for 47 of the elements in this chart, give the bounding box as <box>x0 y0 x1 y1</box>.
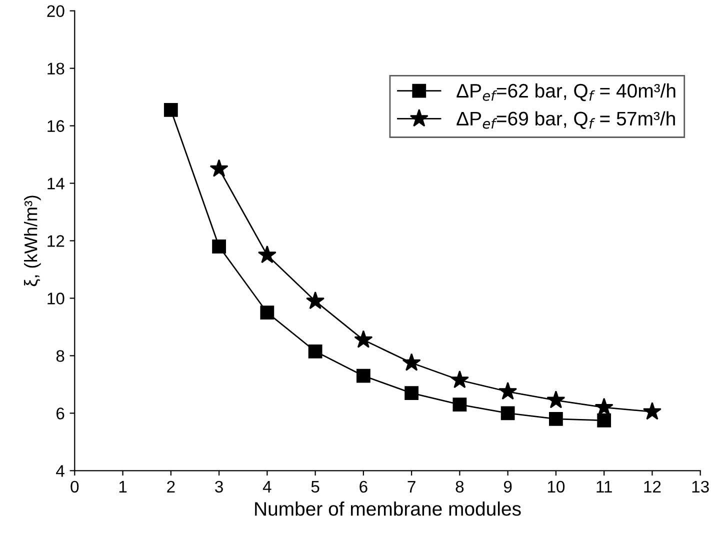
point <box>452 398 467 412</box>
x-tick-label: 10 <box>548 480 565 493</box>
y-tick-label: 20 <box>47 5 64 18</box>
point <box>212 240 226 254</box>
point <box>546 390 566 408</box>
point <box>164 103 178 117</box>
point <box>258 245 276 264</box>
x-axis-title: Number of membrane modules <box>255 501 521 516</box>
x-tick-label: 8 <box>456 480 464 493</box>
point <box>404 386 419 400</box>
x-tick-label: 5 <box>311 481 320 493</box>
x-tick-label: 7 <box>408 481 416 492</box>
point <box>308 344 322 358</box>
point <box>306 291 325 310</box>
x-tick-label: 0 <box>70 480 79 493</box>
point <box>210 159 228 177</box>
point <box>402 353 421 371</box>
point <box>549 412 563 426</box>
y-tick-label: 18 <box>48 62 64 75</box>
point <box>642 402 662 420</box>
x-tick-label: 3 <box>215 480 223 493</box>
y-tick-label: 12 <box>48 235 64 247</box>
point <box>597 413 612 428</box>
y-tick-label: 14 <box>48 178 64 190</box>
y-axis-title: ξ, (kWh/m³) <box>24 196 41 286</box>
point <box>354 330 373 348</box>
point <box>356 368 370 383</box>
legend-label: ΔP$_{ef}$=62 bar, Q$_{f}$ = 40m³/h <box>456 83 676 102</box>
point <box>500 406 515 420</box>
point <box>594 398 614 416</box>
x-tick-label: 9 <box>504 480 512 493</box>
x-tick-label: 13 <box>692 480 709 493</box>
legend-label: ΔP$_{ef}$=69 bar, Q$_{f}$ = 57m³/h <box>456 111 675 130</box>
y-tick-label: 8 <box>56 350 64 362</box>
x-tick-label: 1 <box>119 481 127 492</box>
point <box>260 306 274 320</box>
point <box>498 382 518 400</box>
x-tick-label: 12 <box>644 480 661 492</box>
x-tick-label: 2 <box>167 480 175 492</box>
y-tick-label: 4 <box>56 465 64 477</box>
x-tick-label: 6 <box>360 480 368 493</box>
y-tick-label: 16 <box>48 120 64 132</box>
x-tick-label: 11 <box>596 481 612 492</box>
y-tick-label: 6 <box>56 408 64 420</box>
point <box>450 370 469 388</box>
x-tick-label: 4 <box>262 481 272 492</box>
y-tick-label: 10 <box>48 292 64 304</box>
